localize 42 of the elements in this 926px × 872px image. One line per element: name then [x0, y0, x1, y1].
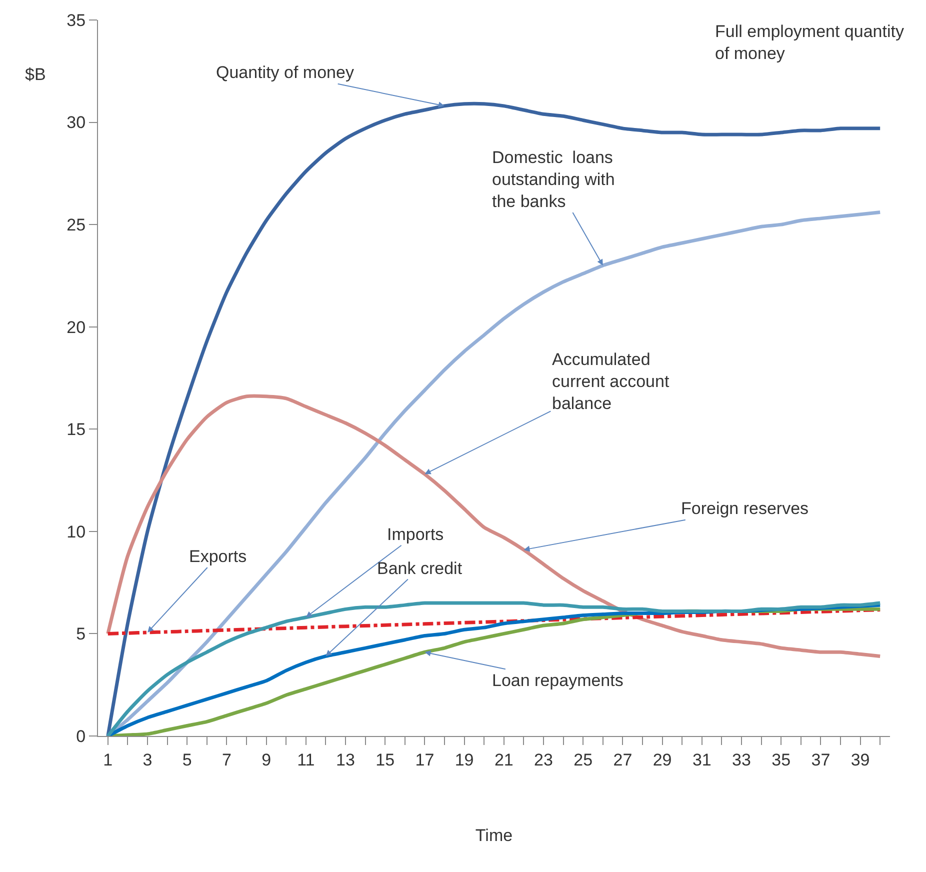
x-tick-label: 37	[811, 750, 830, 770]
x-tick-label: 17	[415, 750, 434, 770]
y-tick-label: 25	[66, 216, 86, 235]
x-tick-label: 33	[732, 750, 751, 770]
x-tick-label: 29	[652, 750, 672, 770]
x-tick-label: 27	[613, 750, 632, 770]
x-tick-label: 35	[772, 750, 791, 770]
y-tick-label: 30	[66, 113, 86, 132]
y-tick-label: 20	[66, 318, 86, 337]
line-series	[106, 608, 882, 636]
annotation: Imports	[387, 525, 444, 544]
x-tick-label: 13	[336, 750, 355, 770]
x-tick-label: 15	[376, 750, 395, 770]
annotation: Exports	[189, 547, 247, 566]
x-tick-label: 31	[692, 750, 712, 770]
x-tick-label: 5	[182, 750, 192, 770]
x-tick-label: 3	[142, 750, 152, 770]
y-tick-label: 35	[66, 10, 86, 30]
x-tick-label: 25	[574, 750, 593, 770]
annotation: Loan repayments	[492, 671, 624, 690]
x-axis-title: Time	[475, 826, 513, 845]
annotation: Full employment quantity of money	[715, 22, 904, 64]
x-tick-label: 9	[262, 750, 272, 770]
x-tick-label: 23	[534, 750, 553, 770]
y-tick-label: 15	[66, 420, 86, 440]
y-tick-label: 0	[76, 726, 86, 746]
line-series	[106, 102, 882, 736]
y-tick-label: 5	[76, 624, 86, 644]
x-tick-label: 7	[222, 750, 232, 770]
annotation: Quantity of money	[216, 63, 354, 82]
y-axis-title: $B	[25, 65, 46, 84]
annotation: Bank credit	[377, 559, 462, 578]
annotation: Accumulated current account balance	[552, 350, 670, 414]
y-tick-label: 10	[66, 522, 86, 542]
annotation: Domestic loans outstanding with the banks	[492, 148, 615, 212]
annotation: Foreign reserves	[681, 499, 809, 518]
x-tick-label: 1	[103, 750, 113, 770]
x-tick-label: 19	[454, 750, 474, 770]
x-tick-label: 21	[494, 750, 514, 770]
x-tick-label: 11	[297, 750, 315, 770]
x-tick-label: 39	[850, 750, 870, 770]
line-series	[106, 394, 882, 658]
